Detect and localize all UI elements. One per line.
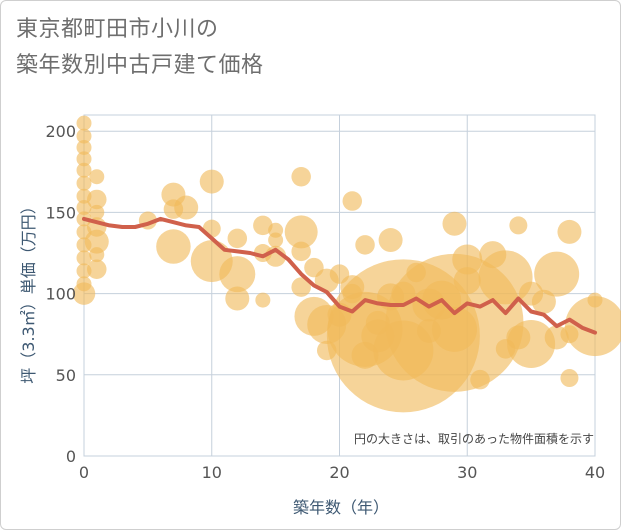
bubble xyxy=(565,296,621,357)
x-axis-title: 築年数（年） xyxy=(293,498,389,517)
bubble xyxy=(378,228,403,253)
bubble xyxy=(453,267,481,295)
bubble xyxy=(342,191,363,211)
chart-title-line1: 東京都町田市小川の xyxy=(16,17,219,42)
y-axis-title: 坪（3.3㎡）単価（万円） xyxy=(19,198,38,383)
bubble xyxy=(557,219,582,244)
bubble xyxy=(560,369,579,388)
bubble xyxy=(534,251,580,297)
tick-labels: 0 10 20 30 40 0 50 100 150 200 xyxy=(45,122,605,482)
bubble xyxy=(76,175,92,191)
bubble xyxy=(84,229,109,254)
x-tick-label: 10 xyxy=(202,463,222,482)
bubble xyxy=(76,139,92,155)
bubble xyxy=(89,169,105,185)
y-tick-label: 150 xyxy=(45,203,76,222)
chart-title-line2: 築年数別中古戸建て価格 xyxy=(16,53,264,78)
x-tick-label: 20 xyxy=(329,463,349,482)
bubble xyxy=(355,235,375,255)
y-tick-label: 50 xyxy=(56,366,76,385)
x-tick-label: 30 xyxy=(457,463,477,482)
bubble xyxy=(431,306,477,352)
bubble xyxy=(291,166,311,187)
chart-title: 東京都町田市小川の 築年数別中古戸建て価格 xyxy=(16,12,436,84)
bubble xyxy=(452,244,483,275)
bubble xyxy=(253,215,273,236)
x-tick-label: 0 xyxy=(79,463,89,482)
bubble xyxy=(291,277,311,297)
bubble xyxy=(76,162,92,178)
trend-line-layer xyxy=(82,216,597,335)
bubble xyxy=(225,286,250,311)
bubble xyxy=(76,115,92,131)
bubble xyxy=(89,247,105,263)
bubble xyxy=(76,128,92,144)
y-tick-label: 200 xyxy=(45,122,76,141)
bubble xyxy=(89,204,105,220)
size-annotation: 円の大きさは、取引のあった物件面積を示す xyxy=(354,431,594,446)
bubbles-layer xyxy=(72,115,621,413)
bubble xyxy=(284,215,318,249)
bubble xyxy=(87,189,107,210)
trend-line xyxy=(82,216,597,335)
bubble xyxy=(531,289,556,314)
x-tick-label: 40 xyxy=(585,463,605,482)
bubble xyxy=(72,282,96,305)
bubble xyxy=(76,151,92,167)
y-tick-label: 0 xyxy=(66,447,76,466)
bubble xyxy=(268,232,284,248)
bubble xyxy=(87,259,107,280)
bubble xyxy=(76,250,92,266)
bubble xyxy=(156,229,191,264)
bubble xyxy=(255,292,271,308)
bubble xyxy=(509,216,528,235)
bubble xyxy=(291,241,311,262)
y-tick-label: 100 xyxy=(45,285,76,304)
bubble xyxy=(478,250,533,305)
bubble xyxy=(76,200,92,216)
bubble xyxy=(470,369,490,390)
bubble xyxy=(227,228,248,249)
bubble xyxy=(507,319,556,368)
bubble xyxy=(174,195,199,220)
bubble xyxy=(199,169,224,194)
bubble xyxy=(219,256,256,293)
bubble xyxy=(442,211,467,236)
